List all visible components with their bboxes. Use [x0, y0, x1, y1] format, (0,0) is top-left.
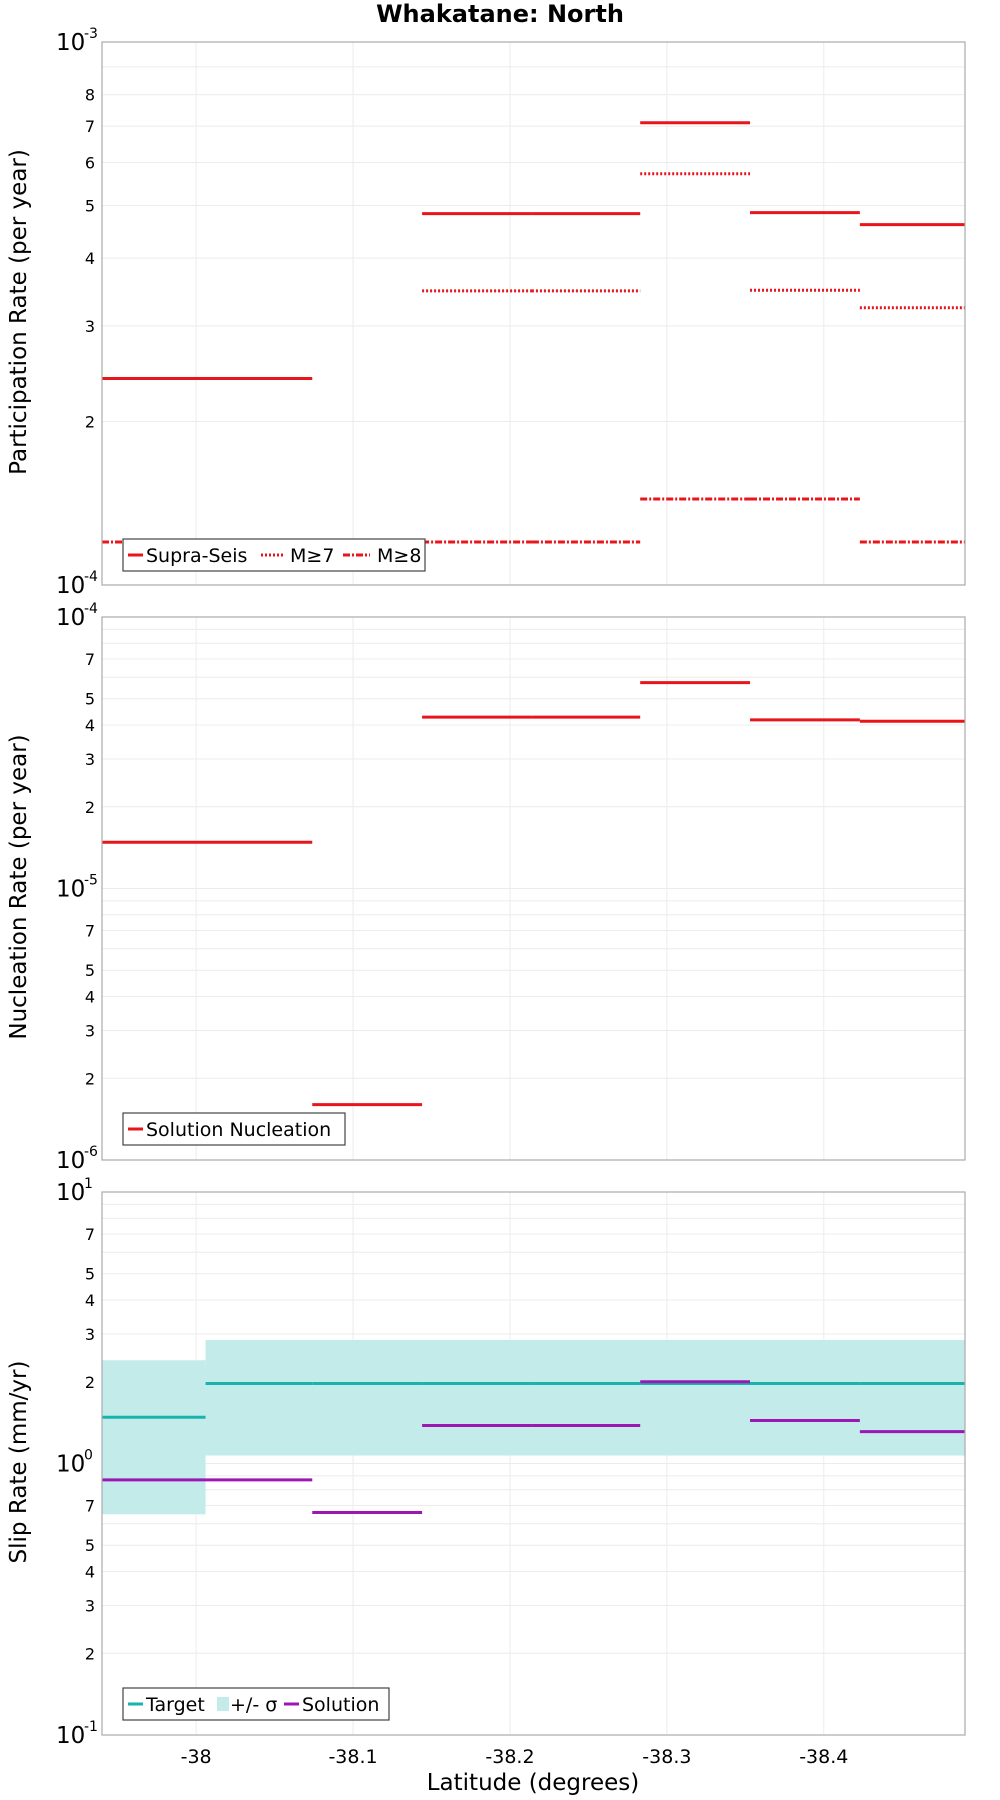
nucleation-rate-panel: Nucleation Rate (per year) 10-410-510-67…	[6, 601, 966, 1174]
y-minor-tick-label: 2	[85, 798, 95, 817]
y-decade-label: 10	[56, 30, 85, 56]
y-decade-exponent: -3	[84, 26, 98, 42]
x-tick-label: -38.1	[328, 1746, 377, 1768]
slip-rate-y-axis-label: Slip Rate (mm/yr)	[6, 1361, 32, 1564]
legend-label-target: Target	[145, 1694, 205, 1716]
legend-label-m7: M≥7	[290, 545, 334, 567]
y-decade-exponent: 1	[84, 1176, 93, 1192]
y-decade-exponent: -4	[84, 569, 98, 585]
x-tick-label: -38.3	[642, 1746, 691, 1768]
x-axis-label: Latitude (degrees)	[427, 1770, 640, 1796]
participation-plot-frame	[101, 41, 966, 586]
slip-rate-plot-frame	[101, 1191, 966, 1736]
y-decade-exponent: -4	[84, 601, 98, 617]
participation-legend: Supra-Seis M≥7 M≥8	[122, 538, 426, 572]
y-minor-tick-label: 4	[85, 249, 95, 268]
y-minor-tick-label: 7	[85, 117, 95, 136]
y-decade-label: 10	[56, 1180, 85, 1206]
y-decade-label: 10	[56, 1723, 85, 1749]
y-minor-tick-label: 3	[85, 317, 95, 336]
y-minor-tick-label: 5	[85, 690, 95, 709]
y-decade-label: 10	[56, 1452, 85, 1478]
y-minor-tick-label: 3	[85, 1021, 95, 1040]
participation-y-axis-label: Participation Rate (per year)	[6, 149, 32, 475]
x-tick-label: -38	[181, 1746, 212, 1768]
legend-label-supra-seis: Supra-Seis	[146, 545, 247, 567]
y-minor-tick-label: 4	[85, 988, 95, 1007]
y-minor-tick-label: 5	[85, 961, 95, 980]
y-minor-tick-label: 8	[85, 86, 95, 105]
y-decade-exponent: -6	[84, 1144, 98, 1160]
y-decade-label: 10	[56, 573, 85, 599]
y-minor-tick-label: 5	[85, 196, 95, 215]
y-minor-tick-label: 2	[85, 1373, 95, 1392]
y-decade-exponent: -5	[84, 873, 98, 889]
legend-label-m8: M≥8	[377, 545, 421, 567]
y-decade-label: 10	[56, 1148, 85, 1174]
nucleation-legend: Solution Nucleation	[122, 1112, 346, 1146]
y-minor-tick-label: 7	[85, 1497, 95, 1516]
legend-label-solution-nucleation: Solution Nucleation	[146, 1119, 331, 1141]
y-minor-tick-label: 3	[85, 1325, 95, 1344]
y-minor-tick-label: 4	[85, 1563, 95, 1582]
chart-title: Whakatane: North	[376, 0, 624, 28]
participation-rate-panel: Participation Rate (per year) 10-310-487…	[6, 26, 966, 599]
y-decade-exponent: 0	[84, 1448, 93, 1464]
sigma-band-segment-1	[205, 1340, 965, 1456]
y-minor-tick-label: 4	[85, 1291, 95, 1310]
legend-swatch-sigma-band	[217, 1697, 229, 1711]
y-minor-tick-label: 2	[85, 1069, 95, 1088]
y-minor-tick-label: 5	[85, 1536, 95, 1555]
y-minor-tick-label: 3	[85, 1596, 95, 1615]
x-tick-label: -38.4	[799, 1746, 848, 1768]
y-minor-tick-label: 7	[85, 1225, 95, 1244]
nucleation-plot-frame	[101, 616, 966, 1161]
y-minor-tick-label: 2	[85, 413, 95, 432]
y-minor-tick-label: 5	[85, 1265, 95, 1284]
y-decade-label: 10	[56, 605, 85, 631]
y-minor-tick-label: 7	[85, 922, 95, 941]
y-minor-tick-label: 4	[85, 716, 95, 735]
legend-label-solution: Solution	[302, 1694, 379, 1716]
y-minor-tick-label: 7	[85, 650, 95, 669]
legend-label-sigma-band: +/- σ	[230, 1694, 277, 1716]
y-decade-label: 10	[56, 877, 85, 903]
y-decade-exponent: -1	[84, 1719, 98, 1735]
x-tick-label: -38.2	[485, 1746, 534, 1768]
nucleation-y-axis-label: Nucleation Rate (per year)	[6, 734, 32, 1039]
y-minor-tick-label: 3	[85, 750, 95, 769]
y-minor-tick-label: 2	[85, 1644, 95, 1663]
y-minor-tick-label: 6	[85, 153, 95, 172]
sigma-band-segment-0	[102, 1360, 206, 1515]
slip-rate-legend: Target +/- σ Solution	[122, 1687, 390, 1721]
